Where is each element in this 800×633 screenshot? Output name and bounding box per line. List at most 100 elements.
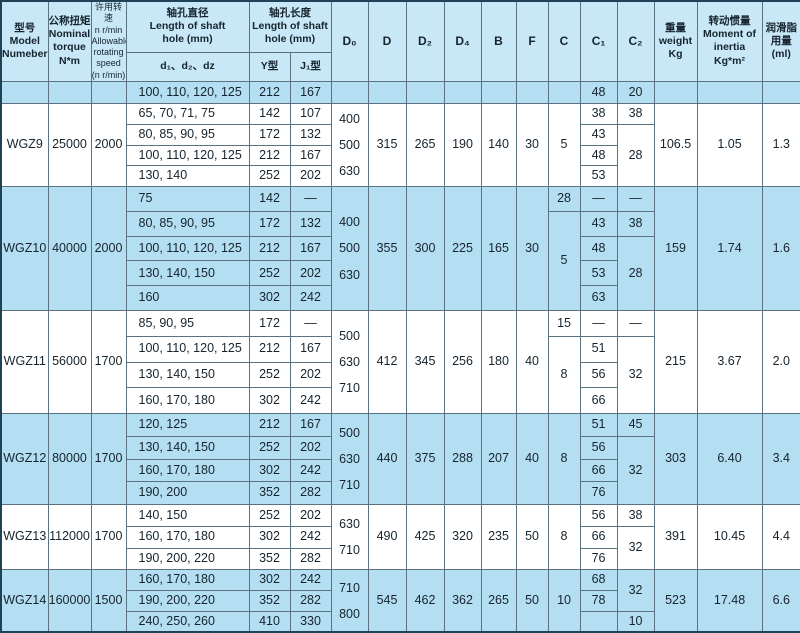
cell-d4: 190 [443,103,482,188]
table-row: 130, 140, 150 252 202 53 [1,260,800,287]
cell-ylen: 212 [248,413,291,437]
header-cell-d: D [367,0,407,82]
header-row: d₁、d₂、dz Y型 J₁型 [1,51,800,82]
cell-b: 265 [480,569,517,633]
table-row: 160, 170, 180 302 242 66 [1,458,800,483]
cell-c1: 43 [579,210,618,237]
cell-b: 180 [480,309,517,415]
cell-d2: 425 [405,504,445,571]
cell-dia: 160, 170, 180 [125,458,250,483]
header-cell-c1: C₁ [579,0,618,82]
cell-c: 10 [547,569,581,633]
cell-c1: 53 [579,260,618,287]
cell-jlen: 202 [289,504,332,527]
cell-jlen: 282 [289,481,332,506]
cell-f: 30 [515,186,549,311]
cell-c: 8 [547,413,581,506]
cell-b: 140 [480,103,517,188]
cell-jlen: — [289,310,332,337]
cell-c1: 76 [579,547,618,571]
cell-ylen: 302 [248,458,291,483]
cell-jlen: 242 [289,387,332,415]
table-row: 80, 85, 90, 95 172 132 5 43 38 [1,210,800,312]
cell-c2: 38 [616,103,655,126]
cell-c2: 10 [616,610,655,633]
cell-dia: 190, 200 [125,481,250,506]
cell-d0 [330,80,369,105]
cell-c: 5 [547,210,581,312]
cell-grease: 1.3 [761,103,800,188]
cell-torque: 160000 [47,569,92,633]
cell-d: 315 [367,103,407,188]
table-body: 100, 110, 120, 125 212 167 48 20 WGZ9 25000 200… [0,80,800,633]
cell-dia: 100, 110, 120, 125 [125,144,250,167]
cell-model: WGZ13 [0,504,49,571]
cell-model: WGZ11 [0,309,49,415]
cell-weight: 215 [653,309,698,415]
cell-dia: 160 [125,285,250,311]
table-row: WGZ11 56000 1700 85, 90, 95 172—500 630 710 4… [0,309,800,415]
cell-c: 5 [547,103,581,188]
cell-d2: 265 [405,103,445,188]
cell-jlen: 282 [289,589,332,612]
cell-ylen: 352 [248,589,291,612]
cell-dia: 240, 250, 260 [125,610,250,633]
cell-ylen: 212 [248,144,291,167]
cell-c1: — [579,186,618,212]
cell-dia: 80, 85, 90, 95 [125,210,250,237]
cell-jlen: 107 [289,103,332,126]
cell-jlen: 132 [289,210,332,237]
cell-inertia [696,80,763,105]
cell-dia: 100, 110, 120, 125 [125,80,250,105]
table-row: 100, 110, 120, 125 212 167 48 [1,144,800,167]
cell-c2: 32 [616,569,655,612]
cell-dia: 130, 140 [125,165,250,188]
cell-ylen: 302 [248,387,291,415]
table-row: 190, 200, 220 352 282 76 [1,547,800,571]
cell-c: 8 [547,335,581,415]
cell-jlen: 330 [289,610,332,633]
cell-speed: 1700 [90,413,127,506]
cell-c1: 51 [579,335,618,363]
header-row: 型号 Model Numeber 公称扭矩 Nominal torque N*m 许… [0,0,800,82]
header-cell-grease: 润滑脂 用量 (ml) [761,0,800,82]
cell-c2: 32 [616,525,655,571]
header-cell-dia: 轴孔直径 Length of shaft hole (mm) [125,0,250,53]
cell-dia: 190, 200, 220 [125,547,250,571]
cell-c2: 45 [616,413,655,437]
cell-jlen: 242 [289,569,332,591]
cell-jlen: 202 [289,361,332,389]
cell-d0: 500 630 710 [330,413,369,506]
table-row: WGZ13 112000 1700 140, 150 252 202 630 710 490 4… [0,504,800,571]
cell-d0: 400 500 630 [330,186,369,311]
cell-speed [90,80,127,105]
cell-b: 207 [480,413,517,506]
cell-c1: 66 [579,387,618,415]
header-cell-inertia: 转动惯量 Moment of inertia Kg*m² [696,0,763,82]
cell-dia: 100, 110, 120, 125 [125,335,250,363]
cell-d4: 256 [443,309,482,415]
cell-inertia: 3.67 [696,309,763,415]
cell-dia: 75 [125,186,250,212]
cell-d4 [443,80,482,105]
cell-f: 30 [515,103,549,188]
table-row: 100, 110, 120, 125 212 167 48 20 [0,80,800,105]
cell-d0: 500 630 710 [330,309,369,415]
table-header: 型号 Model Numeber 公称扭矩 Nominal torque N*m 许… [0,0,800,82]
header-cell-dia: d₁、d₂、dz [125,51,250,82]
cell-dia: 120, 125 [125,413,250,437]
cell-jlen: 167 [289,335,332,363]
table-row: 160, 170, 180 302 242 66 [1,387,800,415]
header-cell-f: F [515,0,549,82]
cell-f: 40 [515,309,549,415]
header-cell-torque: 公称扭矩 Nominal torque N*m [47,0,92,82]
header-cell-model: 型号 Model Numeber [0,0,49,82]
cell-dia: 160, 170, 180 [125,525,250,549]
table-row: 190, 200 352 282 76 [1,481,800,506]
cell-weight: 523 [653,569,698,633]
cell-ylen: 172 [248,124,291,146]
cell-c2: — [616,310,655,337]
cell-jlen: 202 [289,260,332,287]
cell-ylen: 172 [248,210,291,237]
table-row: 130, 140, 150 252 202 56 32 [1,435,800,506]
